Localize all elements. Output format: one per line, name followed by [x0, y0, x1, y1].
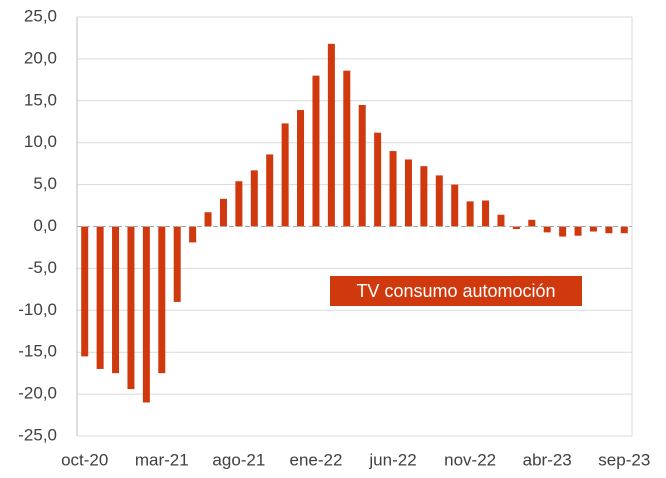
bar: [466, 201, 474, 227]
y-tick-label: -10,0: [18, 300, 57, 319]
bar: [420, 166, 428, 227]
bar: [142, 226, 150, 403]
bar: [281, 123, 289, 227]
x-tick-label: ago-21: [212, 450, 265, 469]
bar: [512, 226, 520, 230]
x-tick-label: ene-22: [289, 450, 342, 469]
y-tick-label: 10,0: [24, 132, 57, 151]
bar: [374, 132, 382, 227]
bar: [451, 184, 459, 227]
bar: [81, 226, 89, 357]
bar: [158, 226, 166, 374]
bar: [435, 175, 443, 227]
bar: [250, 170, 258, 227]
bar: [605, 226, 613, 234]
y-tick-label: 0,0: [33, 216, 57, 235]
bar: [96, 226, 104, 369]
bar: [235, 181, 243, 227]
legend-label: TV consumo automoción: [356, 281, 555, 301]
y-tick-label: 25,0: [24, 6, 57, 25]
bar: [543, 226, 551, 233]
bar: [589, 226, 597, 232]
bar: [312, 75, 320, 227]
x-tick-label: sep-23: [598, 450, 650, 469]
bar: [266, 154, 274, 227]
bar: [189, 226, 197, 243]
bar: [620, 226, 628, 234]
bar: [497, 214, 505, 227]
bar: [219, 198, 227, 227]
bar: [343, 70, 351, 227]
bar: [528, 219, 536, 227]
bar: [204, 212, 212, 227]
y-tick-label: -25,0: [18, 425, 57, 444]
bar: [389, 151, 397, 227]
bar: [482, 200, 490, 227]
y-tick-label: 20,0: [24, 48, 57, 67]
x-tick-label: jun-22: [368, 450, 416, 469]
bar: [327, 43, 335, 227]
y-tick-label: -5,0: [28, 258, 57, 277]
bar: [112, 226, 120, 374]
y-tick-label: 15,0: [24, 90, 57, 109]
bar: [127, 226, 135, 390]
bar: [404, 159, 412, 227]
bar: [559, 226, 567, 237]
y-tick-label: 5,0: [33, 174, 57, 193]
x-tick-label: oct-20: [61, 450, 108, 469]
bar: [297, 110, 305, 227]
x-tick-label: mar-21: [135, 450, 189, 469]
x-tick-label: abr-23: [523, 450, 572, 469]
y-tick-label: -15,0: [18, 342, 57, 361]
legend-box: [330, 276, 582, 306]
x-tick-label: nov-22: [444, 450, 496, 469]
y-tick-label: -20,0: [18, 384, 57, 403]
bar: [358, 104, 366, 227]
bar: [173, 226, 181, 302]
bar: [574, 226, 582, 236]
